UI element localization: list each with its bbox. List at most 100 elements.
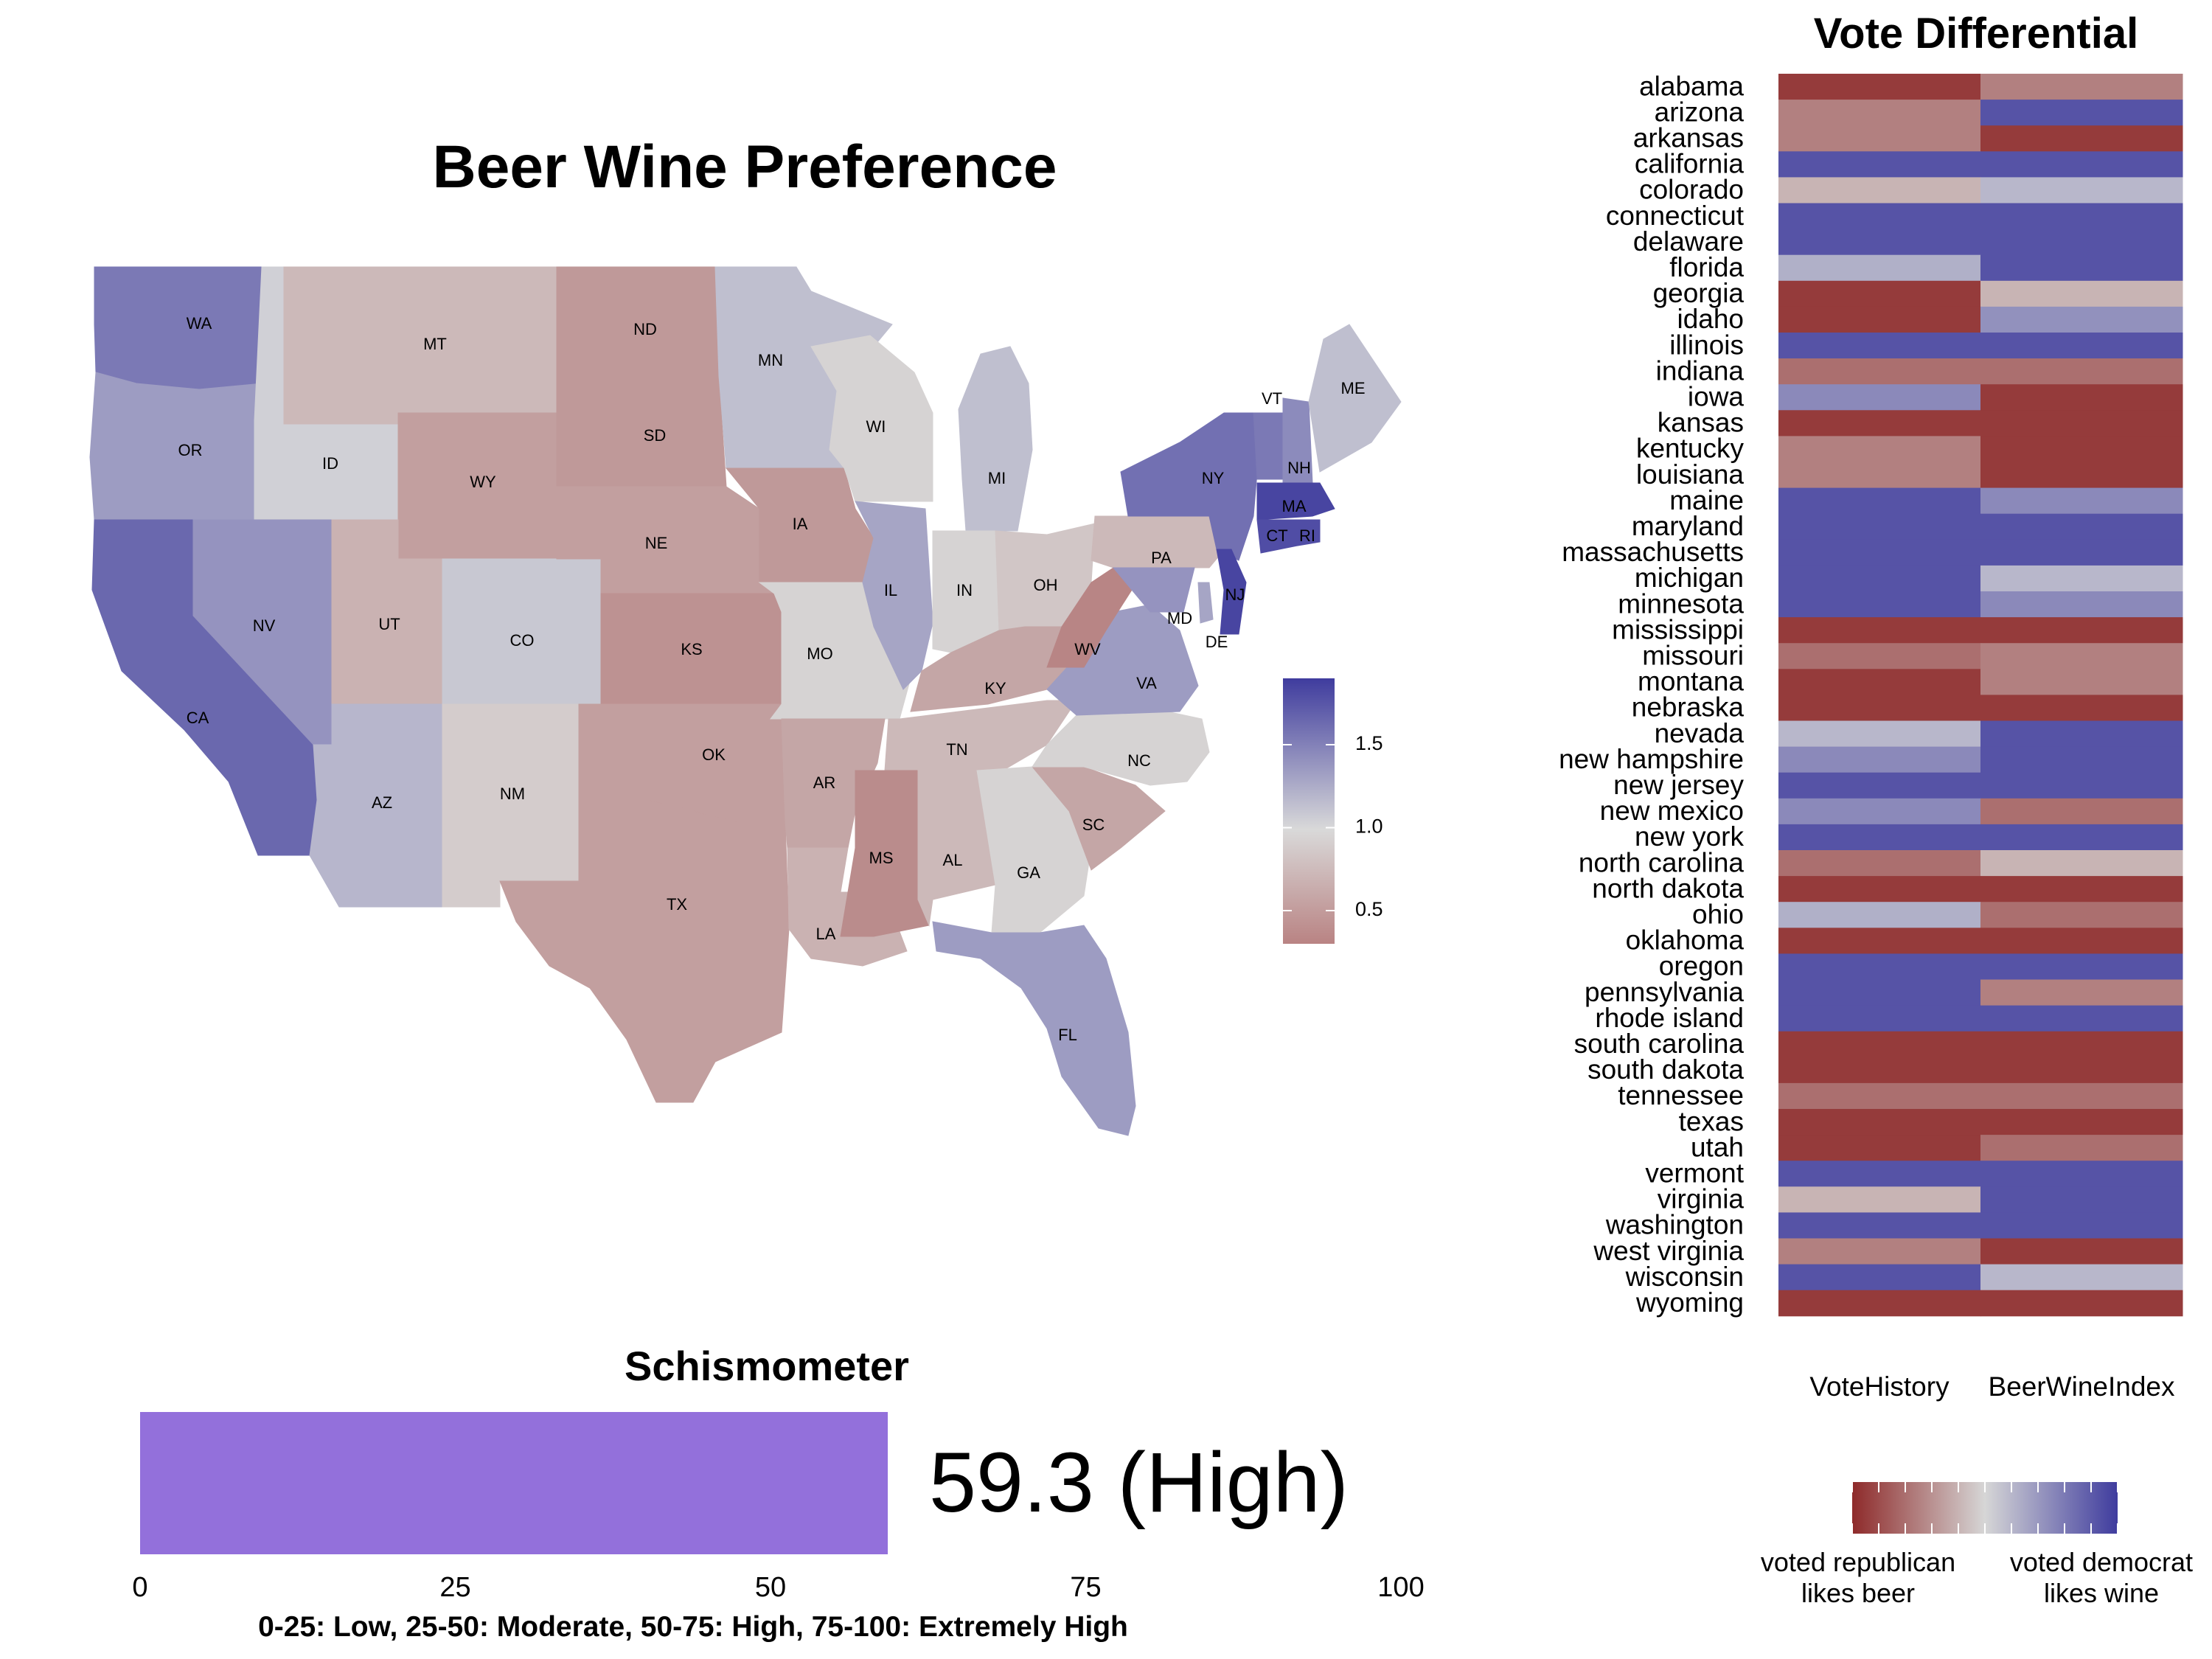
heat-row-label: nebraska — [1632, 692, 1745, 723]
heat-cell — [1778, 254, 1981, 282]
state-il — [855, 501, 933, 690]
heat-cell — [1778, 850, 1981, 877]
heat-row-label: iowa — [1688, 382, 1745, 412]
heat-cell — [1980, 74, 2183, 100]
heat-row-label: montana — [1638, 667, 1744, 697]
heat-cell — [1980, 151, 2183, 178]
heat-cell — [1980, 539, 2183, 566]
state-label-sc: SC — [1082, 815, 1105, 834]
heat-row-label: new mexico — [1600, 796, 1744, 826]
heat-cell — [1778, 203, 1981, 230]
heat-row-label: north dakota — [1592, 873, 1744, 903]
heat-cell — [1980, 1031, 2183, 1058]
heat-cell — [1980, 254, 2183, 282]
heat-cell — [1778, 125, 1981, 152]
heat-cell — [1980, 1186, 2183, 1213]
heat-cell — [1980, 746, 2183, 773]
map-color-legend: 1.5 1.0 0.5 — [1283, 678, 1383, 944]
legend-left-line1: voted republican — [1760, 1547, 1956, 1577]
heat-cell — [1778, 358, 1981, 385]
state-label-mt: MT — [423, 335, 447, 353]
heat-cell — [1778, 1082, 1981, 1110]
heat-row-label: arizona — [1655, 97, 1745, 127]
state-label-nj: NJ — [1225, 585, 1245, 604]
heat-cell — [1778, 177, 1981, 204]
heat-column-label: VoteHistory — [1809, 1371, 1950, 1402]
schismometer-tick: 25 — [439, 1572, 470, 1603]
heat-row-label: wisconsin — [1625, 1262, 1744, 1292]
heat-row-label: arkansas — [1633, 123, 1744, 153]
heat-cell — [1778, 876, 1981, 902]
heat-row-label: mississippi — [1612, 614, 1744, 644]
state-label-ms: MS — [869, 849, 894, 867]
heat-row-label: new hampshire — [1559, 744, 1744, 774]
legend-right-line2: likes wine — [2043, 1578, 2160, 1608]
heat-cell — [1778, 1057, 1981, 1084]
heat-row-label: georgia — [1653, 278, 1745, 308]
state-ma — [1256, 482, 1335, 521]
schismometer-note: 0-25: Low, 25-50: Moderate, 50-75: High,… — [258, 1611, 1128, 1643]
heat-row-label: washington — [1605, 1210, 1744, 1240]
state-label-il: IL — [884, 581, 897, 599]
heat-cell — [1778, 1238, 1981, 1265]
state-ny — [1120, 412, 1258, 561]
heat-cell — [1980, 306, 2183, 333]
state-label-al: AL — [943, 851, 963, 869]
heat-row-label: minnesota — [1618, 588, 1744, 619]
map-legend-tick-label: 0.5 — [1355, 898, 1383, 920]
state-label-pa: PA — [1151, 549, 1172, 567]
heat-cell — [1778, 333, 1981, 359]
state-label-nv: NV — [253, 616, 276, 635]
state-ar — [781, 718, 886, 849]
heat-cell — [1778, 824, 1981, 851]
state-label-ne: NE — [645, 534, 668, 552]
state-label-sd: SD — [644, 426, 667, 445]
heat-cell — [1980, 824, 2183, 851]
heat-cell — [1778, 280, 1981, 307]
state-label-ri: RI — [1299, 526, 1315, 545]
state-label-va: VA — [1136, 674, 1157, 692]
state-label-nd: ND — [633, 320, 657, 338]
heat-cell — [1980, 979, 2183, 1006]
state-label-ny: NY — [1202, 469, 1225, 487]
heat-cell — [1778, 1031, 1981, 1058]
state-ri — [1297, 519, 1321, 546]
state-de — [1197, 582, 1214, 624]
heat-row-label: oregon — [1659, 951, 1744, 981]
state-label-ks: KS — [681, 640, 702, 658]
heat-cell — [1778, 1186, 1981, 1213]
heat-cell — [1980, 1161, 2183, 1187]
heat-cell — [1980, 1057, 2183, 1084]
heat-cell — [1778, 74, 1981, 100]
map-title: Beer Wine Preference — [432, 133, 1057, 201]
heat-row-label: vermont — [1645, 1158, 1744, 1189]
heat-cell — [1980, 1264, 2183, 1291]
heat-cell — [1778, 306, 1981, 333]
heat-cell — [1980, 358, 2183, 385]
state-label-ut: UT — [378, 615, 400, 633]
heat-row-label: delaware — [1633, 226, 1744, 257]
state-label-co: CO — [510, 631, 535, 650]
heat-row-label: ohio — [1692, 900, 1744, 930]
heat-cell — [1778, 1264, 1981, 1291]
heat-row-label: florida — [1669, 252, 1744, 282]
heat-row-label: maine — [1669, 485, 1744, 515]
heat-row-label: utah — [1691, 1132, 1744, 1162]
heat-cell — [1980, 876, 2183, 902]
heat-cell — [1980, 953, 2183, 980]
heat-cell — [1980, 100, 2183, 126]
heat-cell — [1778, 1109, 1981, 1135]
heat-row-label: kentucky — [1636, 434, 1745, 464]
schismometer-fill — [140, 1412, 888, 1554]
state-me — [1308, 324, 1402, 473]
heat-cell — [1778, 565, 1981, 592]
heat-cell — [1980, 1290, 2183, 1317]
state-label-wy: WY — [470, 473, 496, 491]
state-label-fl: FL — [1058, 1026, 1077, 1044]
heat-row-label: massachusetts — [1562, 537, 1744, 567]
state-label-tx: TX — [667, 895, 687, 914]
heat-row-label: texas — [1679, 1106, 1744, 1136]
